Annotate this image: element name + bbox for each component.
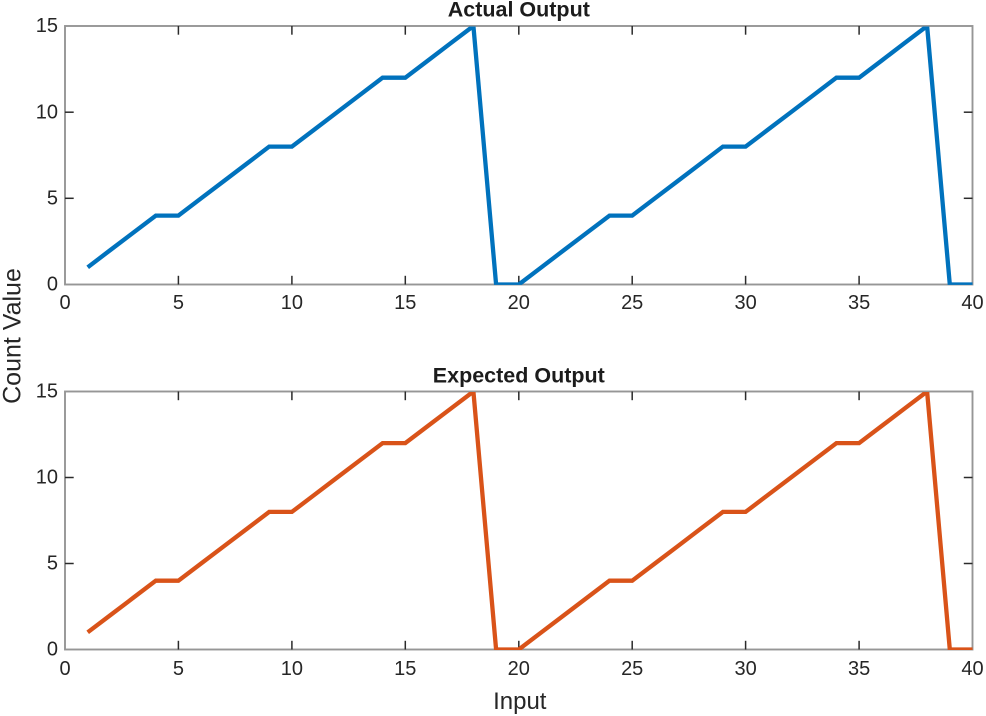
svg-text:Actual Output: Actual Output: [448, 0, 590, 22]
svg-text:30: 30: [734, 292, 756, 314]
svg-text:15: 15: [36, 381, 58, 403]
svg-text:0: 0: [59, 292, 70, 314]
svg-text:0: 0: [47, 639, 58, 661]
svg-text:0: 0: [59, 658, 70, 680]
svg-text:10: 10: [36, 101, 58, 123]
svg-text:40: 40: [961, 292, 983, 314]
svg-text:25: 25: [621, 292, 643, 314]
svg-text:15: 15: [36, 15, 58, 37]
svg-text:20: 20: [508, 658, 530, 680]
svg-text:35: 35: [848, 292, 870, 314]
svg-text:10: 10: [281, 658, 303, 680]
svg-text:30: 30: [734, 658, 756, 680]
svg-text:5: 5: [173, 658, 184, 680]
svg-text:35: 35: [848, 658, 870, 680]
svg-text:10: 10: [281, 292, 303, 314]
svg-text:25: 25: [621, 658, 643, 680]
svg-text:40: 40: [961, 658, 983, 680]
svg-text:Input: Input: [493, 688, 547, 715]
svg-text:5: 5: [47, 187, 58, 209]
svg-text:0: 0: [47, 274, 58, 296]
svg-text:Expected Output: Expected Output: [433, 364, 605, 388]
svg-text:10: 10: [36, 467, 58, 489]
svg-text:5: 5: [173, 292, 184, 314]
svg-text:15: 15: [394, 658, 416, 680]
svg-text:20: 20: [508, 292, 530, 314]
svg-text:5: 5: [47, 553, 58, 575]
svg-text:Count Value: Count Value: [0, 268, 27, 404]
svg-text:15: 15: [394, 292, 416, 314]
